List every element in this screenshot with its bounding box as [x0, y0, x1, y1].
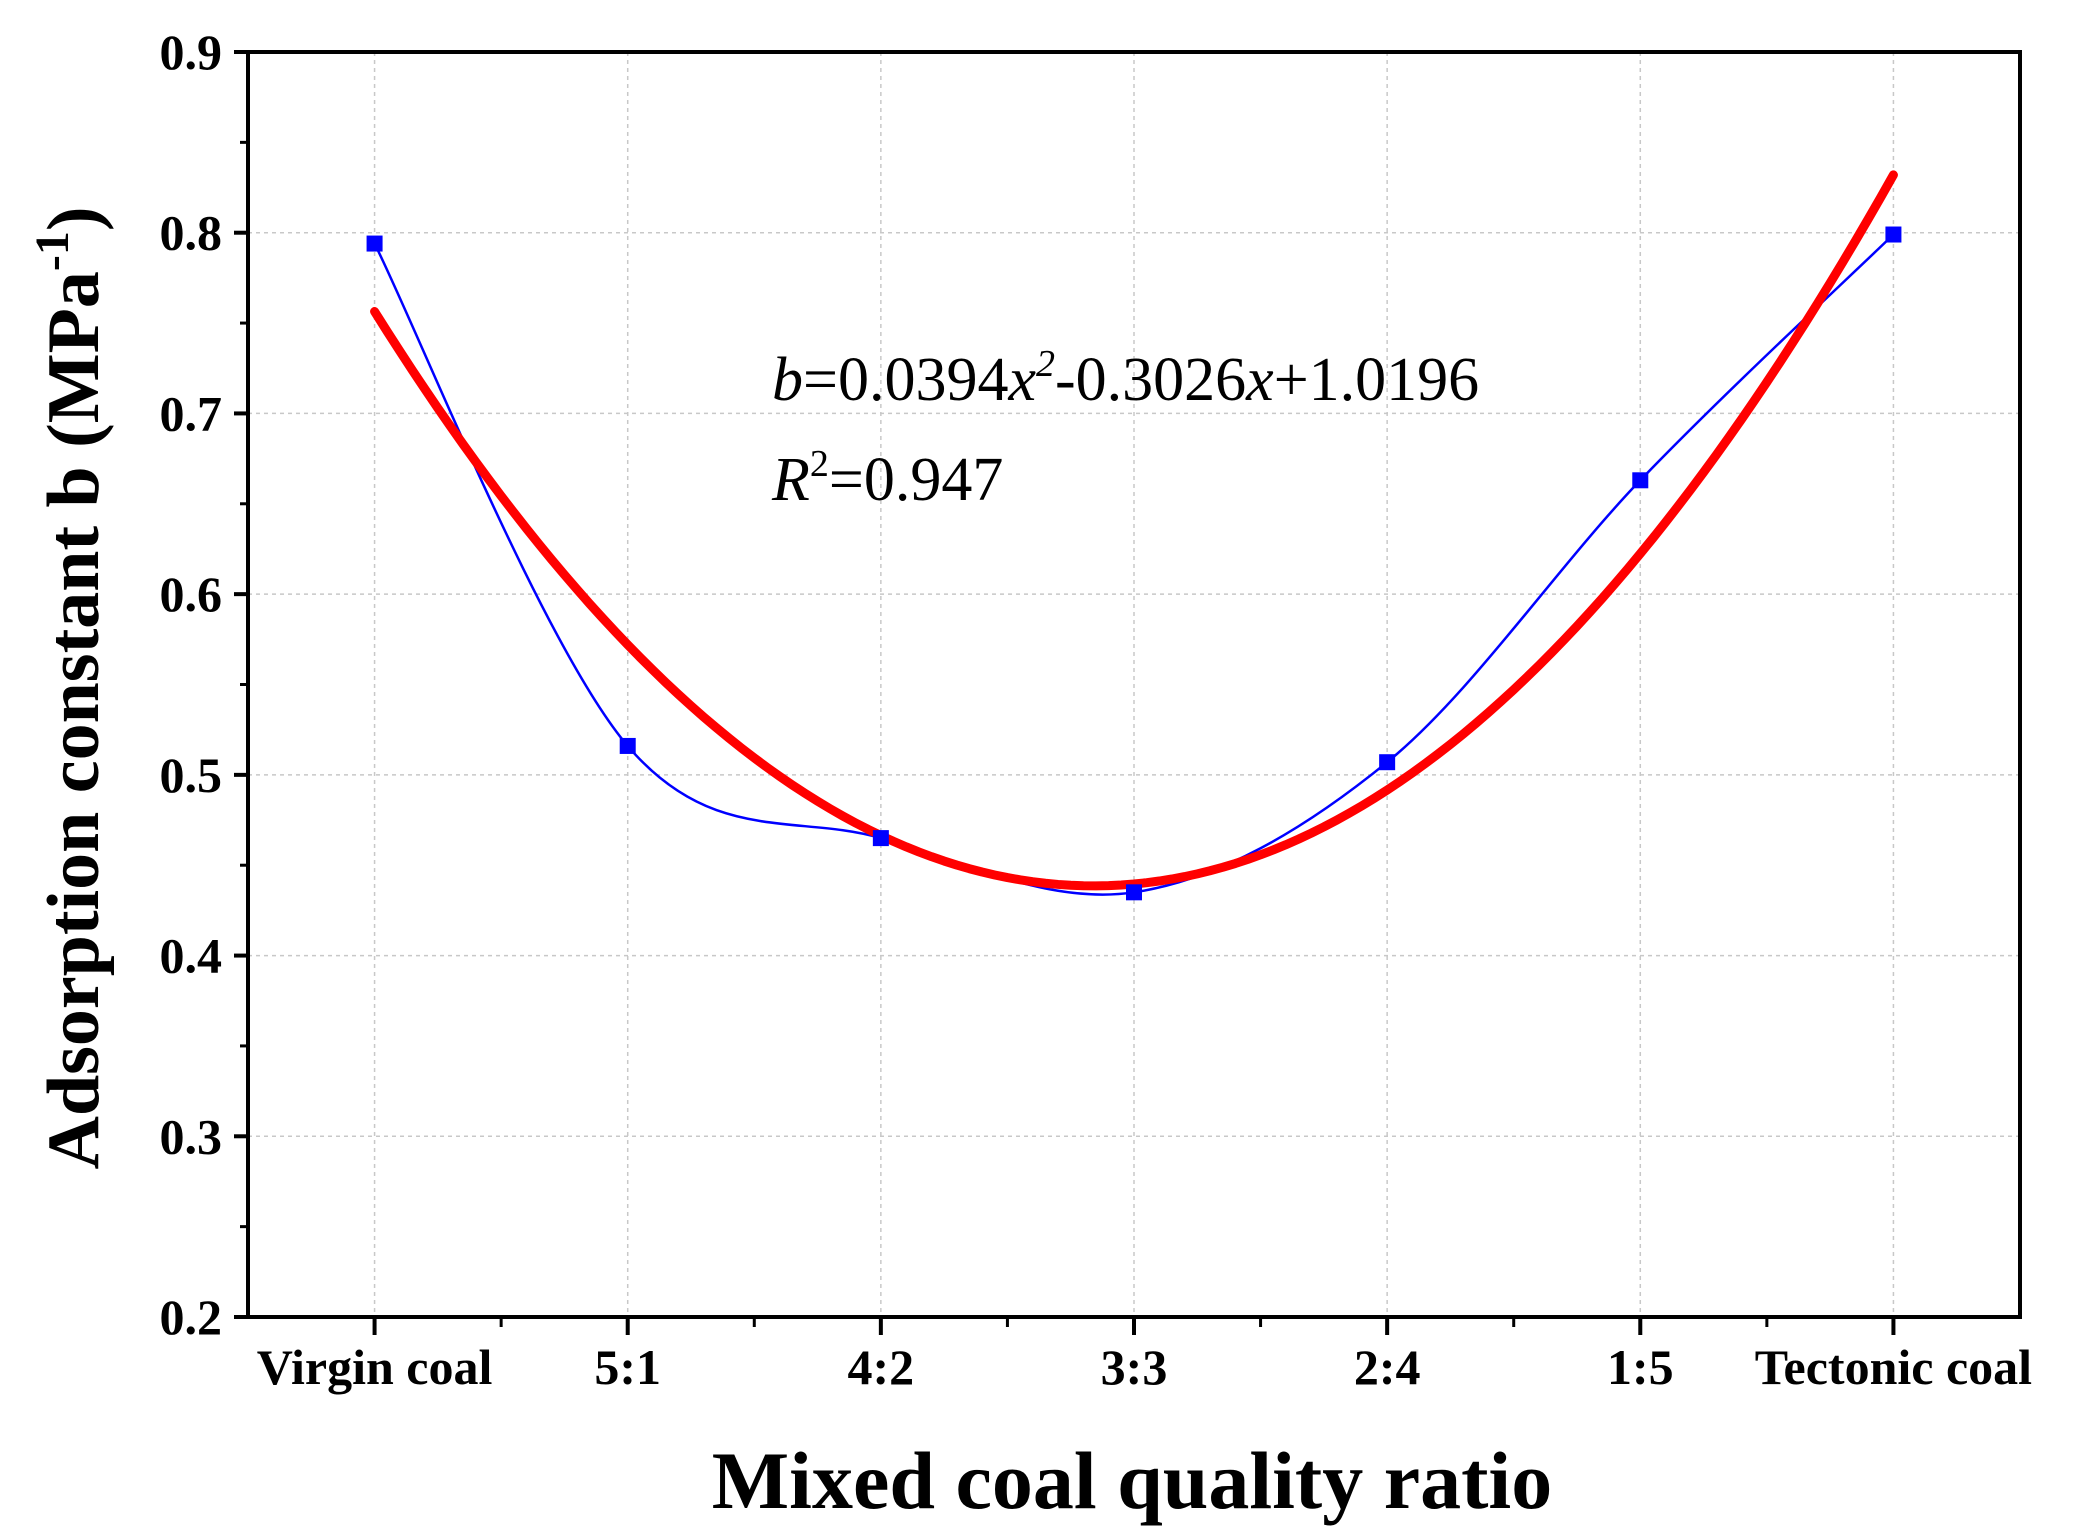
x-tick-label: 5:1 — [594, 1339, 661, 1395]
y-tick-label: 0.5 — [160, 747, 223, 803]
r-squared-annotation: R2=0.947 — [771, 443, 1003, 514]
axes: 0.2 0.3 0.4 0.5 0.6 0.7 0.8 0.9 Virgin coal 5:1 4:… — [160, 24, 2033, 1395]
equation-annotation: b=0.0394x2-0.3026x+1.0196 — [772, 343, 1479, 414]
y-tick-label: 0.9 — [160, 24, 223, 80]
data-point-marker — [1632, 472, 1649, 489]
y-axis-title: Adsorption constant b (MPa-1) — [26, 207, 115, 1170]
data-point-marker — [619, 737, 636, 754]
y-tick-label: 0.7 — [160, 385, 223, 441]
x-tick-label: Virgin coal — [257, 1339, 493, 1395]
x-tick-label: 3:3 — [1101, 1339, 1168, 1395]
y-tick-label: 0.8 — [160, 205, 223, 261]
data-point-marker — [366, 235, 383, 252]
x-axis-title: Mixed coal quality ratio — [712, 1435, 1552, 1526]
data-point-marker — [1126, 884, 1142, 901]
plot-series — [366, 170, 1902, 901]
data-point-marker — [872, 830, 889, 847]
x-tick-label: 4:2 — [848, 1339, 915, 1395]
grid-lines — [248, 52, 2020, 1317]
x-tick-label: Tectonic coal — [1755, 1339, 2032, 1395]
data-point-marker — [1885, 226, 1902, 243]
x-tick-label: 2:4 — [1354, 1339, 1421, 1395]
x-tick-label: 1:5 — [1607, 1339, 1674, 1395]
y-tick-label: 0.4 — [160, 928, 223, 984]
data-point-marker — [1379, 754, 1396, 771]
fit-curve — [370, 170, 1898, 891]
y-tick-label: 0.3 — [160, 1108, 223, 1164]
y-tick-label: 0.2 — [160, 1289, 223, 1345]
y-tick-label: 0.6 — [160, 566, 223, 622]
